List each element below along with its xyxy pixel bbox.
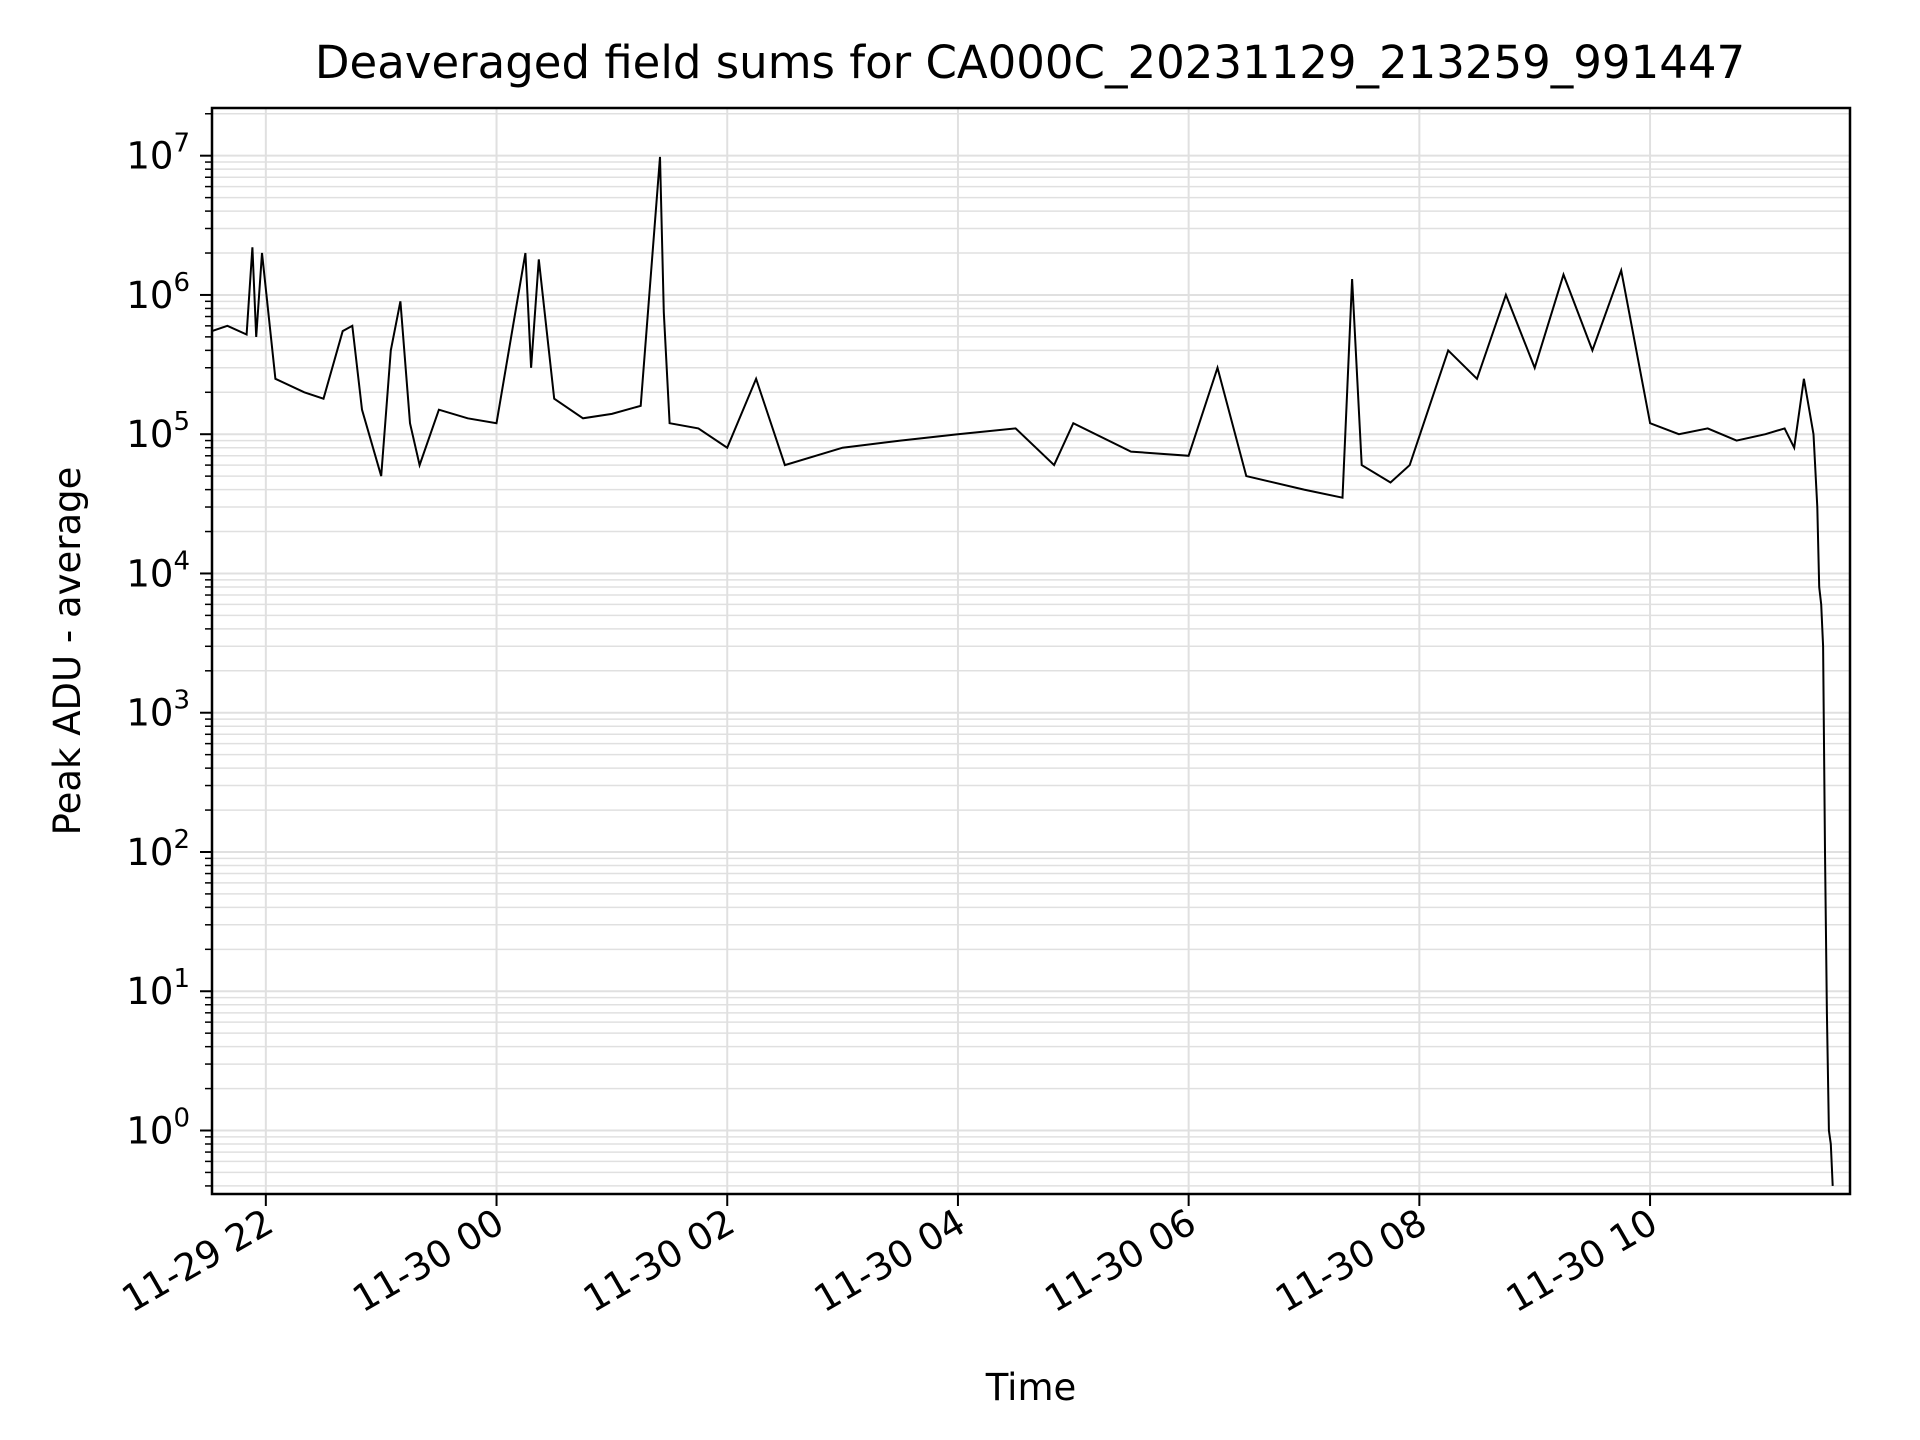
grid-layer [212, 108, 1850, 1194]
y-tick-label: 107 [126, 129, 190, 178]
x-tick-label: 11-30 00 [345, 1201, 511, 1321]
series-line [211, 156, 1834, 1186]
series-layer [211, 156, 1834, 1186]
x-tick-label: 11-30 08 [1268, 1201, 1434, 1321]
y-tick-label: 105 [126, 407, 190, 456]
x-tick-label: 11-30 04 [807, 1201, 973, 1321]
y-tick-label: 103 [126, 686, 190, 735]
x-tick-label: 11-30 02 [576, 1201, 742, 1321]
y-tick-label: 104 [126, 546, 190, 595]
x-tick-label: 11-30 06 [1038, 1201, 1204, 1321]
x-tick-label: 11-30 10 [1499, 1201, 1665, 1321]
y-axis-label: Peak ADU - average [46, 467, 89, 836]
y-tick-label: 100 [126, 1104, 190, 1153]
x-tick-label: 11-29 22 [115, 1201, 281, 1321]
y-tick-label: 101 [126, 964, 190, 1013]
plot-frame [210, 106, 1852, 1196]
x-axis-label: Time [985, 1366, 1077, 1409]
y-tick-label: 106 [126, 268, 190, 317]
y-tick-label: 102 [126, 825, 190, 874]
chart-title: Deaveraged field sums for CA000C_2023112… [315, 36, 1745, 89]
